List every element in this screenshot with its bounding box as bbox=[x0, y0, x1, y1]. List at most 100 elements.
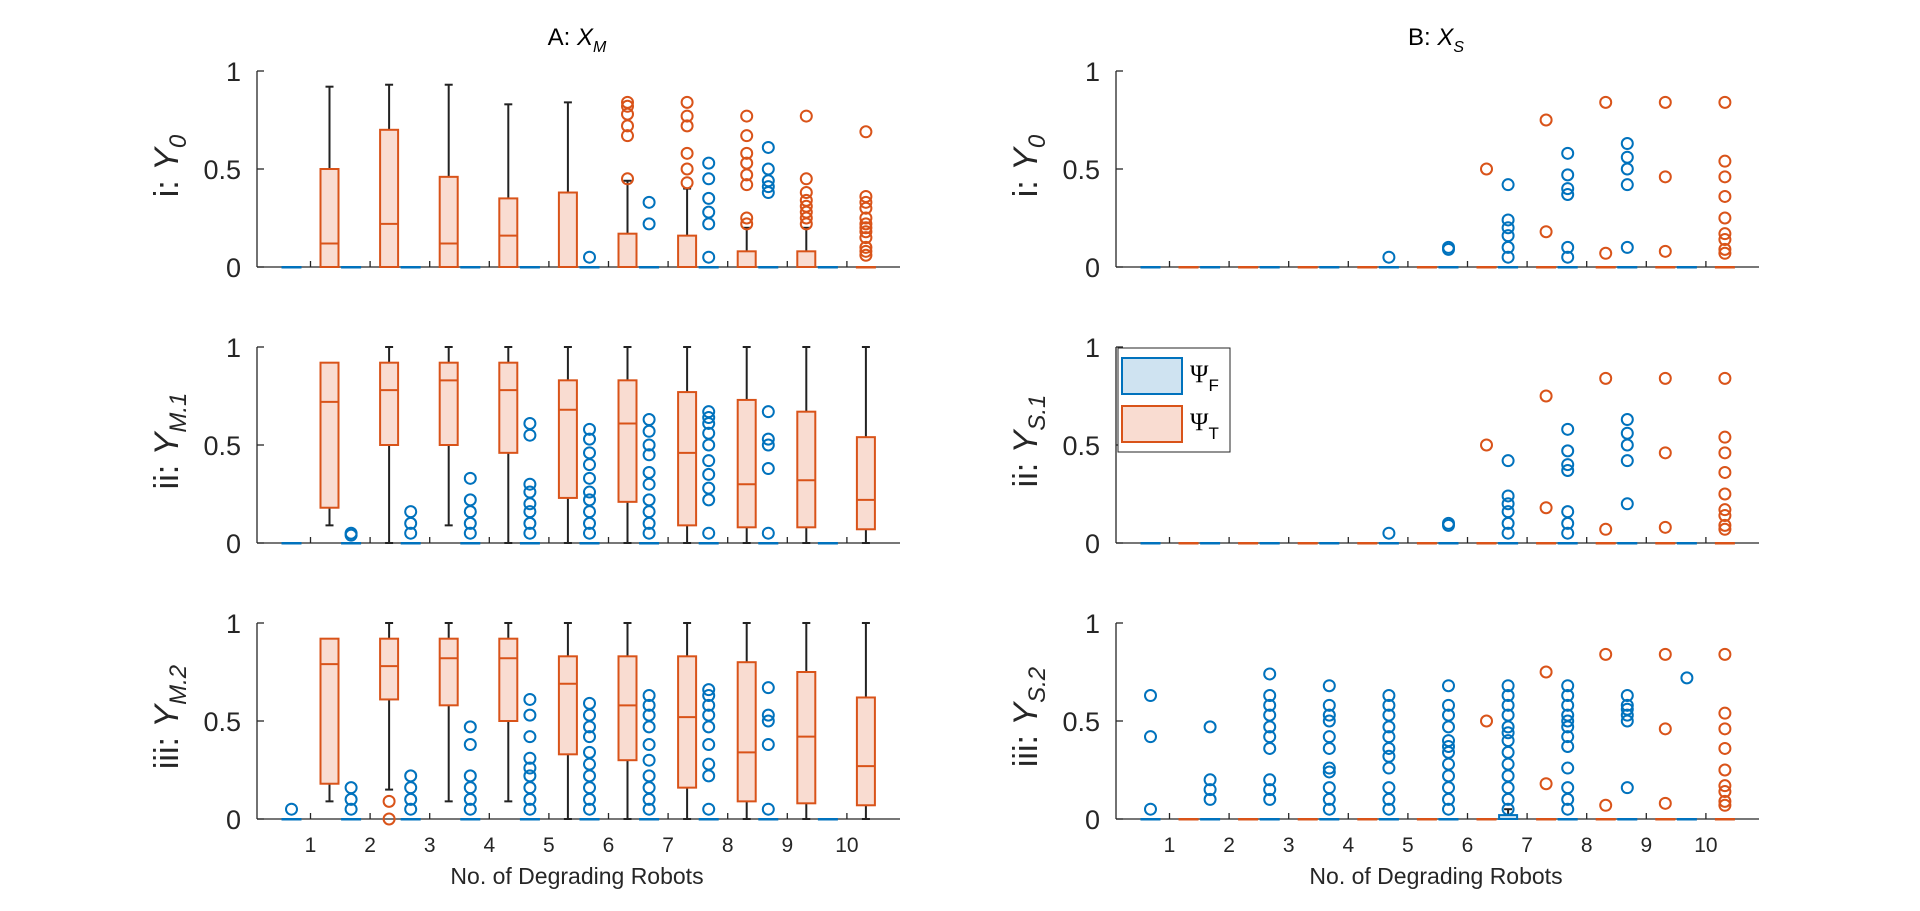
outlier-point bbox=[583, 696, 596, 710]
box-F-2 bbox=[1200, 542, 1221, 545]
outlier-point bbox=[1144, 802, 1157, 816]
outlier-point bbox=[799, 199, 813, 213]
box-T-6 bbox=[617, 95, 638, 268]
outlier-point bbox=[702, 454, 716, 468]
outlier-point bbox=[1718, 465, 1732, 479]
outlier-point bbox=[1718, 518, 1732, 532]
panel-B-ii: 00.51 bbox=[1062, 333, 1759, 559]
outlier-point bbox=[1658, 520, 1672, 534]
box-T-10 bbox=[1714, 647, 1735, 821]
box-T-4 bbox=[1357, 266, 1378, 269]
box-F-4 bbox=[1319, 679, 1340, 821]
outlier-point bbox=[463, 526, 477, 540]
outlier-point bbox=[859, 125, 873, 139]
box-iqr bbox=[855, 436, 876, 531]
box-F-9 bbox=[1617, 137, 1638, 269]
box-iqr bbox=[379, 361, 400, 446]
x-tick-label: 10 bbox=[1694, 834, 1717, 857]
outlier-point bbox=[1620, 426, 1634, 440]
outlier-point bbox=[1718, 242, 1732, 256]
outlier-point bbox=[859, 221, 873, 235]
outlier-point bbox=[621, 172, 634, 186]
outlier-point bbox=[583, 458, 596, 472]
outlier-point bbox=[1620, 137, 1634, 151]
column-title-a: A: XM bbox=[548, 24, 607, 56]
box-F-1 bbox=[281, 266, 302, 269]
outlier-point bbox=[344, 526, 358, 540]
box-F-5 bbox=[519, 266, 540, 269]
box-T-1 bbox=[319, 637, 340, 803]
box-iqr bbox=[498, 637, 519, 722]
outlier-point bbox=[1658, 722, 1672, 736]
outlier-point bbox=[1561, 422, 1575, 436]
box-F-8 bbox=[1557, 146, 1578, 269]
box-T-4 bbox=[498, 103, 519, 268]
box-iqr bbox=[677, 234, 698, 268]
box-T-7 bbox=[677, 622, 698, 820]
box-T-3 bbox=[1297, 818, 1318, 821]
y-tick-label: 0.5 bbox=[203, 431, 241, 461]
outlier-point bbox=[523, 477, 537, 491]
x-tick-label: 2 bbox=[364, 834, 376, 857]
outlier-point bbox=[642, 438, 656, 452]
outlier-point bbox=[382, 794, 396, 808]
outlier-point bbox=[1718, 522, 1732, 536]
outlier-point bbox=[523, 781, 537, 795]
outlier-point bbox=[702, 720, 716, 734]
outlier-point bbox=[1620, 454, 1634, 468]
outlier-point bbox=[1203, 783, 1217, 797]
outlier-point bbox=[761, 438, 775, 452]
outlier-point bbox=[761, 462, 775, 476]
outlier-point bbox=[680, 146, 694, 160]
outlier-point bbox=[583, 471, 596, 485]
outlier-point bbox=[702, 481, 716, 495]
outlier-point bbox=[1382, 708, 1396, 722]
y-tick-label: 0.5 bbox=[203, 155, 241, 185]
outlier-point bbox=[1680, 671, 1694, 685]
outlier-point bbox=[523, 505, 537, 519]
panel-A-ii: 00.51 bbox=[203, 333, 900, 559]
outlier-point bbox=[1263, 698, 1277, 712]
outlier-point bbox=[1501, 769, 1515, 783]
outlier-point bbox=[1561, 182, 1575, 196]
outlier-point bbox=[642, 477, 656, 491]
outlier-point bbox=[761, 405, 775, 419]
y-tick-label: 0 bbox=[1085, 805, 1100, 835]
y-tick-label: 0 bbox=[1085, 529, 1100, 559]
y-tick-label: 0.5 bbox=[1062, 155, 1100, 185]
box-F-7 bbox=[639, 689, 660, 821]
box-T-9 bbox=[1655, 371, 1676, 545]
x-tick-label: 9 bbox=[1640, 834, 1652, 857]
outlier-point bbox=[1263, 730, 1277, 744]
outlier-point bbox=[1718, 785, 1732, 799]
box-F-6 bbox=[579, 422, 600, 545]
outlier-point bbox=[642, 802, 656, 816]
outlier-point bbox=[1620, 781, 1634, 795]
outlier-point bbox=[523, 769, 537, 783]
y-tick-label: 0 bbox=[226, 253, 241, 283]
box-F-4 bbox=[460, 266, 481, 269]
row-label-a-ii: ii: YM.1 bbox=[148, 393, 192, 490]
box-T-7 bbox=[1536, 665, 1557, 821]
outlier-point bbox=[463, 471, 477, 485]
outlier-point bbox=[1561, 708, 1575, 722]
outlier-point bbox=[1501, 689, 1515, 703]
outlier-point bbox=[1561, 250, 1575, 264]
outlier-point bbox=[1382, 781, 1396, 795]
y-tick-label: 1 bbox=[1085, 57, 1100, 87]
outlier-point bbox=[463, 769, 477, 783]
box-T-4 bbox=[498, 622, 519, 803]
outlier-point bbox=[1718, 430, 1732, 444]
outlier-point bbox=[1501, 250, 1515, 264]
outlier-point bbox=[702, 191, 716, 205]
outlier-point bbox=[1620, 162, 1634, 176]
outlier-point bbox=[463, 493, 477, 507]
outlier-point bbox=[1322, 781, 1336, 795]
box-F-8 bbox=[698, 683, 719, 821]
x-tick-label: 7 bbox=[662, 834, 674, 857]
outlier-point bbox=[740, 211, 754, 225]
outlier-point bbox=[680, 162, 694, 176]
outlier-point bbox=[523, 692, 537, 706]
outlier-point bbox=[344, 802, 358, 816]
outlier-point bbox=[642, 448, 656, 462]
